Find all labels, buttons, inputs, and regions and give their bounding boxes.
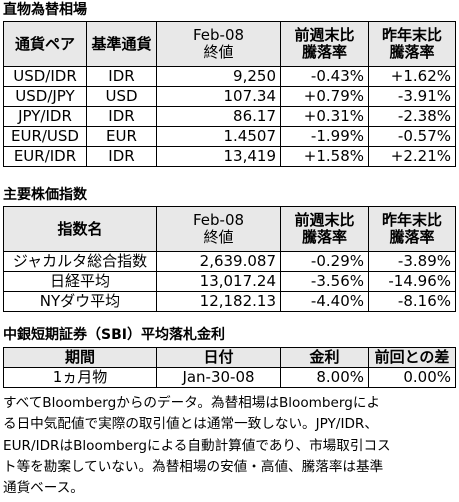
footnote-line: ト等を勘案していない。為替相場の安値・高値、騰落率は基準: [3, 458, 384, 475]
fx-base-cell: EUR: [86, 126, 157, 147]
table-row: USD/IDR IDR 9,250 -0.43% +1.62%: [3, 66, 456, 87]
table-row: 日経平均 13,017.24 -3.56% -14.96%: [3, 271, 456, 292]
footnote-line: る日中気配値で実際の取引値とは通常一致しない。JPY/IDR、: [3, 416, 378, 433]
stocks-header-weekly-bottom: 騰落率: [301, 228, 347, 246]
sbi-header-row: 期間 日付 金利 前回との差: [3, 347, 456, 368]
stocks-ytd-cell: -14.96%: [368, 271, 456, 292]
fx-header-row: 通貨ペア 基準通貨 Feb-08 終値 前週末比 騰落率 昨年末比 騰落率: [3, 21, 456, 67]
table-row: 1ヵ月物 Jan-30-08 8.00% 0.00%: [3, 367, 456, 388]
fx-weekly-cell: -0.43%: [280, 66, 369, 87]
sbi-header-period: 期間: [3, 347, 157, 368]
fx-close-cell: 86.17: [156, 106, 281, 127]
fx-section-title: 直物為替相場: [3, 2, 87, 18]
stocks-close-cell: 13,017.24: [156, 271, 281, 292]
sbi-table: 期間 日付 金利 前回との差 1ヵ月物 Jan-30-08 8.00% 0.00…: [3, 347, 456, 388]
fx-close-cell: 1.4507: [156, 126, 281, 147]
stocks-close-cell: 2,639.087: [156, 251, 281, 272]
fx-header-weekly-bottom: 騰落率: [301, 43, 347, 61]
fx-header-close-label: 終値: [203, 43, 234, 61]
fx-ytd-cell: -3.91%: [368, 86, 456, 107]
fx-header-close: Feb-08 終値: [156, 21, 281, 67]
fx-pair-cell: EUR/IDR: [3, 146, 87, 167]
stocks-header-date: Feb-08: [192, 211, 245, 229]
footnote: すべてBloombergからのデータ。為替相場はBloombergによ る日中気…: [3, 393, 458, 499]
fx-table: 通貨ペア 基準通貨 Feb-08 終値 前週末比 騰落率 昨年末比 騰落率 US…: [3, 21, 456, 167]
fx-pair-cell: USD/JPY: [3, 86, 87, 107]
stocks-name-cell: NYダウ平均: [3, 291, 157, 312]
sbi-header-date: 日付: [156, 347, 281, 368]
stocks-header-weekly-top: 前週末比: [294, 211, 355, 229]
stocks-weekly-cell: -3.56%: [280, 271, 369, 292]
fx-base-cell: IDR: [86, 66, 157, 87]
stocks-ytd-cell: -3.89%: [368, 251, 456, 272]
stocks-weekly-cell: -0.29%: [280, 251, 369, 272]
sbi-header-rate: 金利: [280, 347, 369, 368]
fx-header-ytd-change: 昨年末比 騰落率: [368, 21, 456, 67]
sbi-rate-cell: 8.00%: [280, 367, 369, 388]
table-row: EUR/USD EUR 1.4507 -1.99% -0.57%: [3, 126, 456, 147]
stocks-header-row: 指数名 Feb-08 終値 前週末比 騰落率 昨年末比 騰落率: [3, 206, 456, 252]
stocks-name-cell: ジャカルタ総合指数: [3, 251, 157, 272]
table-row: ジャカルタ総合指数 2,639.087 -0.29% -3.89%: [3, 251, 456, 272]
fx-pair-cell: USD/IDR: [3, 66, 87, 87]
stocks-weekly-cell: -4.40%: [280, 291, 369, 312]
stocks-header-close: Feb-08 終値: [156, 206, 281, 252]
table-row: EUR/IDR IDR 13,419 +1.58% +2.21%: [3, 146, 456, 167]
stocks-header-ytd-bottom: 騰落率: [389, 228, 435, 246]
table-row: USD/JPY USD 107.34 +0.79% -3.91%: [3, 86, 456, 107]
footnote-line: EUR/IDRはBloombergによる自動計算値であり、市場取引コス: [3, 437, 391, 454]
fx-weekly-cell: -1.99%: [280, 126, 369, 147]
stocks-table: 指数名 Feb-08 終値 前週末比 騰落率 昨年末比 騰落率 ジャカルタ総合指…: [3, 206, 456, 312]
fx-close-cell: 9,250: [156, 66, 281, 87]
fx-base-cell: USD: [86, 86, 157, 107]
table-row: JPY/IDR IDR 86.17 +0.31% -2.38%: [3, 106, 456, 127]
fx-header-weekly-change: 前週末比 騰落率: [280, 21, 369, 67]
fx-base-cell: IDR: [86, 106, 157, 127]
sbi-header-diff: 前回との差: [368, 347, 456, 368]
stocks-header-weekly-change: 前週末比 騰落率: [280, 206, 369, 252]
sbi-period-cell: 1ヵ月物: [3, 367, 157, 388]
fx-pair-cell: EUR/USD: [3, 126, 87, 147]
fx-pair-cell: JPY/IDR: [3, 106, 87, 127]
fx-ytd-cell: +2.21%: [368, 146, 456, 167]
fx-ytd-cell: +1.62%: [368, 66, 456, 87]
fx-ytd-cell: -0.57%: [368, 126, 456, 147]
fx-close-cell: 13,419: [156, 146, 281, 167]
fx-header-ytd-bottom: 騰落率: [389, 43, 435, 61]
fx-header-weekly-top: 前週末比: [294, 26, 355, 44]
fx-weekly-cell: +0.79%: [280, 86, 369, 107]
stocks-name-cell: 日経平均: [3, 271, 157, 292]
fx-header-ytd-top: 昨年末比: [381, 26, 442, 44]
fx-header-date: Feb-08: [192, 26, 245, 44]
stocks-section-title: 主要株価指数: [3, 187, 87, 203]
sbi-section-title: 中銀短期証券（SBI）平均落札金利: [3, 327, 225, 343]
stocks-header-name: 指数名: [3, 206, 157, 252]
stocks-header-ytd-change: 昨年末比 騰落率: [368, 206, 456, 252]
footnote-line: 通貨ベース。: [3, 480, 84, 497]
fx-weekly-cell: +0.31%: [280, 106, 369, 127]
fx-header-base: 基準通貨: [86, 21, 157, 67]
stocks-header-ytd-top: 昨年末比: [381, 211, 442, 229]
sbi-diff-cell: 0.00%: [368, 367, 456, 388]
stocks-ytd-cell: -8.16%: [368, 291, 456, 312]
fx-header-pair: 通貨ペア: [3, 21, 87, 67]
fx-base-cell: IDR: [86, 146, 157, 167]
sbi-date-cell: Jan-30-08: [156, 367, 281, 388]
footnote-line: すべてBloombergからのデータ。為替相場はBloombergによ: [3, 395, 381, 411]
table-row: NYダウ平均 12,182.13 -4.40% -8.16%: [3, 291, 456, 312]
fx-close-cell: 107.34: [156, 86, 281, 107]
fx-ytd-cell: -2.38%: [368, 106, 456, 127]
stocks-header-close-label: 終値: [203, 228, 234, 246]
stocks-close-cell: 12,182.13: [156, 291, 281, 312]
fx-weekly-cell: +1.58%: [280, 146, 369, 167]
